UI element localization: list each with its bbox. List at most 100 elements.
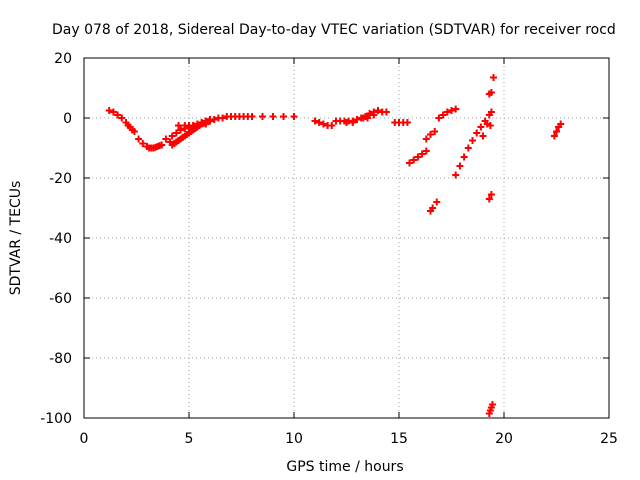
data-point xyxy=(460,153,468,161)
data-point xyxy=(248,113,256,120)
y-tick-label: -60 xyxy=(49,291,72,307)
data-point xyxy=(135,135,143,143)
data-point xyxy=(364,114,371,122)
x-tick-label: 15 xyxy=(390,431,408,447)
data-point xyxy=(487,191,495,198)
x-tick-label: 10 xyxy=(285,431,303,447)
data-point xyxy=(177,126,185,134)
x-tick-label: 5 xyxy=(185,431,194,447)
data-point xyxy=(479,132,487,140)
x-tick-label: 0 xyxy=(80,431,89,447)
data-point xyxy=(427,131,434,138)
data-points xyxy=(105,74,565,417)
series-arc-11 xyxy=(422,128,439,143)
data-point xyxy=(315,119,323,126)
data-point xyxy=(487,108,495,116)
series-arc-7 xyxy=(332,107,390,125)
data-point xyxy=(429,204,437,212)
data-point xyxy=(406,159,413,167)
data-point xyxy=(452,105,460,113)
plot-frame xyxy=(83,57,610,419)
series-arc-18 xyxy=(485,191,495,203)
data-point xyxy=(259,113,266,120)
grid-lines xyxy=(84,58,609,418)
data-point xyxy=(469,137,476,144)
data-point xyxy=(269,113,277,120)
series-arc-10 xyxy=(406,147,430,167)
data-point xyxy=(370,111,378,119)
data-point xyxy=(553,128,560,135)
data-point xyxy=(456,162,464,170)
series-arc-5 xyxy=(175,120,210,129)
data-point xyxy=(485,195,493,203)
data-point xyxy=(374,107,382,114)
data-point xyxy=(280,113,287,120)
data-point xyxy=(162,135,170,143)
data-point xyxy=(343,119,350,126)
series-arc-1 xyxy=(105,107,138,135)
chart-title: Day 078 of 2018, Sidereal Day-to-day VTE… xyxy=(52,22,616,38)
series-arc-13 xyxy=(427,198,441,215)
data-point xyxy=(487,89,495,96)
y-tick-label: 20 xyxy=(54,51,72,67)
data-point xyxy=(433,198,441,206)
data-point xyxy=(202,120,210,128)
data-point xyxy=(219,114,227,122)
data-point xyxy=(168,132,176,140)
data-point xyxy=(290,113,298,120)
data-point xyxy=(130,128,138,135)
y-axis-title: SDTVAR / TECUs xyxy=(8,181,24,296)
series-arc-19 xyxy=(485,401,496,417)
data-point xyxy=(109,108,117,116)
data-point xyxy=(443,108,451,116)
y-tick-labels: -100 -80 -60 -40 -20 0 20 xyxy=(40,51,72,427)
y-tick-label: -20 xyxy=(49,171,72,187)
data-point xyxy=(422,135,430,143)
data-point xyxy=(414,153,422,161)
series-arc-2 xyxy=(135,135,166,152)
data-point xyxy=(486,122,494,129)
y-tick-label: 0 xyxy=(63,111,72,127)
y-tick-label: -100 xyxy=(40,411,72,427)
data-point xyxy=(311,117,319,125)
data-point xyxy=(319,120,327,128)
data-point xyxy=(382,108,390,116)
data-point xyxy=(550,132,558,140)
data-point xyxy=(210,116,218,123)
data-point xyxy=(435,114,443,122)
data-point xyxy=(158,141,166,149)
data-point xyxy=(477,123,485,131)
data-point xyxy=(105,107,113,114)
data-point xyxy=(488,401,496,408)
series-arc-17 xyxy=(486,122,494,129)
data-point xyxy=(439,111,447,119)
data-point xyxy=(175,122,182,129)
data-point xyxy=(557,120,565,128)
x-tick-label: 20 xyxy=(495,431,513,447)
x-axis-title: GPS time / hours xyxy=(286,459,403,475)
data-point xyxy=(403,119,411,126)
series-arc-9 xyxy=(391,119,411,126)
data-point xyxy=(490,74,497,81)
data-point xyxy=(464,144,472,152)
data-point xyxy=(418,150,426,158)
data-point xyxy=(353,116,361,123)
x-tick-label: 25 xyxy=(600,431,618,447)
x-tick-labels: 0 5 10 15 20 25 xyxy=(80,431,618,447)
data-point xyxy=(431,128,439,135)
data-point xyxy=(452,171,460,179)
data-point xyxy=(328,122,336,129)
y-tick-label: -80 xyxy=(49,351,72,367)
y-tick-label: -40 xyxy=(49,231,72,247)
data-point xyxy=(139,140,147,147)
data-point xyxy=(422,147,430,155)
series-arc-20 xyxy=(550,120,565,140)
series-arc-6 xyxy=(311,117,336,129)
series-arc-8 xyxy=(343,111,378,126)
data-point xyxy=(448,107,455,114)
series-arc-16 xyxy=(485,74,497,98)
data-point xyxy=(473,129,481,137)
series-arc-14 xyxy=(452,111,493,179)
data-point xyxy=(172,129,180,137)
